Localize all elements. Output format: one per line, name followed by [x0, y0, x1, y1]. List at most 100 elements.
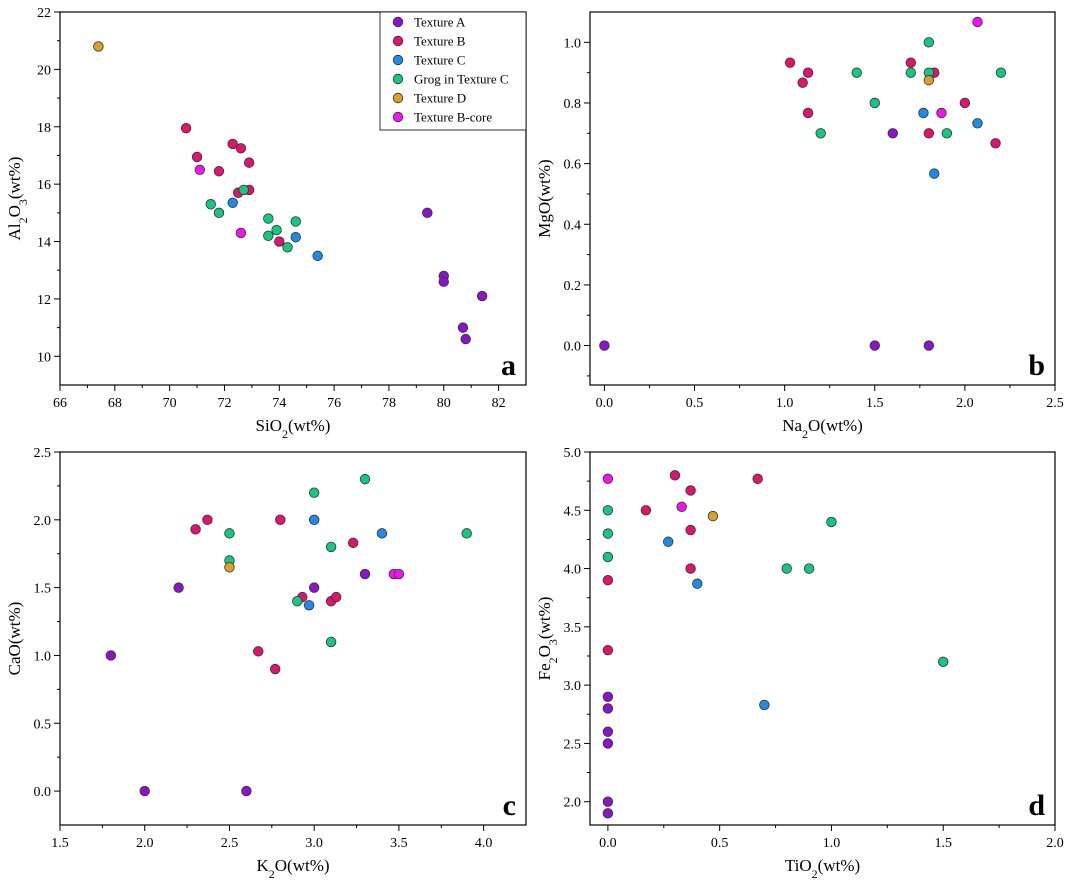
data-point	[235, 143, 247, 154]
data-point	[173, 582, 184, 593]
data-point	[224, 528, 235, 539]
data-point	[393, 568, 405, 580]
x-tick-label: 68	[108, 396, 122, 411]
legend-entry: Texture D	[414, 91, 466, 106]
y-tick-label: 0.0	[564, 340, 582, 355]
data-point	[359, 473, 371, 485]
legend-entry: Texture A	[414, 15, 466, 30]
data-point	[213, 207, 225, 219]
legend-marker	[392, 16, 404, 28]
data-point	[663, 536, 674, 547]
data-point	[602, 703, 614, 714]
data-point	[918, 107, 929, 119]
x-tick-label: 2.5	[1046, 396, 1064, 411]
data-point	[202, 514, 213, 526]
data-point	[180, 123, 192, 134]
data-point	[290, 216, 301, 227]
x-axis-label: SiO2(wt%)	[256, 416, 331, 441]
y-tick-label: 2.5	[564, 737, 582, 752]
data-point	[253, 646, 264, 657]
x-tick-label: 3.0	[305, 836, 323, 851]
data-point	[303, 600, 315, 611]
y-axis-label: MgO(wt%)	[535, 159, 554, 237]
x-tick-label: 1.5	[51, 836, 69, 851]
data-point	[959, 97, 971, 109]
y-axis-label: CaO(wt%)	[5, 602, 24, 676]
y-tick-label: 18	[37, 121, 51, 136]
data-point	[923, 128, 935, 139]
data-point	[325, 636, 337, 648]
data-point	[292, 596, 303, 607]
y-axis-label: Al2O3(wt%)	[5, 157, 30, 241]
x-tick-label: 78	[382, 396, 396, 411]
x-tick-label: 0.5	[686, 396, 704, 411]
y-tick-label: 22	[37, 6, 51, 21]
x-tick-label: 0.0	[599, 836, 617, 851]
panel-b: 0.0 0.5 1.0 1.5 2.0 2.5 0.0 0.2 0.4 0.6 0.8 1.0 Na2O…	[535, 11, 1064, 441]
data-point	[93, 41, 104, 52]
data-point	[869, 97, 880, 109]
legend-marker	[392, 35, 404, 47]
data-point	[461, 528, 472, 539]
data-point	[227, 197, 238, 209]
data-point	[602, 505, 614, 516]
data-point	[241, 785, 252, 797]
data-point	[602, 691, 614, 702]
data-point	[676, 501, 687, 512]
panel-a: 66 68 70 72 74 76 78 80 82 10 12 14 16 18 20 22 SiO2(wt%…	[5, 6, 527, 441]
data-point	[781, 563, 792, 574]
data-point	[243, 157, 255, 168]
plot-frame	[59, 11, 527, 386]
x-tick-label: 0.0	[596, 396, 614, 411]
data-point	[325, 541, 337, 553]
data-point	[784, 57, 796, 68]
y-tick-label: 1.0	[564, 36, 582, 51]
data-point	[602, 473, 614, 485]
panel-c: 1.5 2.0 2.5 3.0 3.5 4.0 0.0 0.5 1.0 1.5 2.0 2.5 K2O(…	[5, 446, 527, 881]
x-tick-label: 4.0	[475, 836, 493, 851]
data-point	[224, 562, 235, 573]
x-tick-label: 2.0	[136, 836, 154, 851]
data-point	[802, 107, 814, 119]
data-point	[851, 67, 862, 78]
data-point	[602, 796, 614, 807]
data-point	[938, 656, 949, 668]
data-point	[376, 528, 388, 539]
data-point	[936, 107, 947, 119]
x-tick-label: 76	[327, 396, 341, 411]
x-tick-label: 2.0	[1046, 836, 1064, 851]
x-tick-label: 1.0	[776, 396, 794, 411]
y-tick-label: 0.5	[34, 717, 52, 732]
data-point	[290, 232, 301, 243]
data-point	[602, 808, 614, 819]
data-point	[308, 487, 320, 498]
legend-marker	[392, 111, 404, 123]
y-tick-label: 3.5	[564, 621, 582, 636]
x-tick-label: 2.0	[956, 396, 974, 411]
y-tick-label: 0.2	[564, 279, 582, 294]
data-point	[263, 213, 274, 224]
y-tick-label: 3.0	[564, 679, 582, 694]
legend-marker	[392, 73, 404, 85]
y-tick-label: 0.4	[564, 218, 582, 233]
data-point	[213, 166, 225, 177]
data-point	[602, 551, 614, 563]
data-point	[274, 236, 285, 247]
data-point	[191, 151, 203, 163]
x-tick-label: 1.0	[823, 836, 841, 851]
data-point	[923, 75, 935, 86]
data-point	[887, 128, 898, 139]
data-point	[312, 250, 323, 262]
data-point	[476, 290, 488, 302]
y-axis-label: Fe2O3(wt%)	[535, 597, 560, 681]
y-tick-label: 5.0	[564, 446, 582, 461]
legend-box	[379, 11, 527, 131]
panel-d: 0.0 0.5 1.0 1.5 2.0 2.0 2.5 3.0 3.5 4.0 4.5 5.0 TiO2…	[535, 446, 1064, 881]
legend-marker	[392, 92, 404, 104]
data-point	[308, 582, 320, 593]
x-tick-label: 74	[272, 396, 286, 411]
x-tick-label: 66	[53, 396, 67, 411]
data-point	[869, 340, 880, 351]
data-point	[797, 77, 808, 88]
y-tick-label: 1.5	[34, 582, 52, 597]
